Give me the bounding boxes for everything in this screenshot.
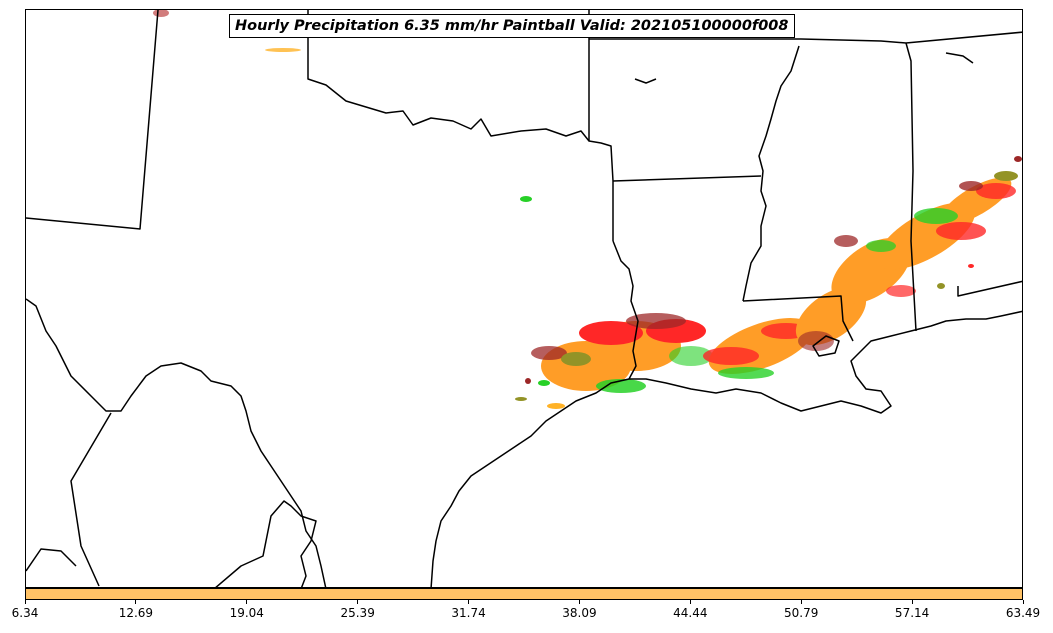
colorbar-tick	[135, 600, 137, 604]
state-boundaries	[26, 10, 1022, 587]
colorbar-tick-label: 6.34	[11, 606, 39, 620]
colorbar-tick-label: 12.69	[118, 606, 154, 620]
colorbar-tick-label: 50.79	[784, 606, 819, 620]
colorbar-tick	[689, 600, 691, 604]
colorbar-tick-label: 63.49	[1005, 606, 1041, 620]
colorbar-tick-label: 31.74	[451, 606, 486, 620]
map-canvas	[26, 10, 1022, 587]
colorbar-tick	[357, 600, 359, 604]
colorbar-tick	[1022, 600, 1024, 604]
map-panel	[25, 9, 1023, 588]
map-title: Hourly Precipitation 6.35 mm/hr Paintbal…	[229, 14, 795, 38]
colorbar-tick-label: 19.04	[229, 606, 264, 620]
colorbar-tick-label: 25.39	[340, 606, 375, 620]
colorbar-tick	[468, 600, 470, 604]
colorbar-tick	[246, 600, 248, 604]
colorbar-tick	[800, 600, 802, 604]
colorbar-tick-label: 57.14	[894, 606, 930, 620]
colorbar-tick	[24, 600, 26, 604]
colorbar-tick	[578, 600, 580, 604]
precipitation-layer	[153, 10, 1022, 409]
colorbar-tick-label: 44.44	[673, 606, 708, 620]
colorbar-tick-label: 38.09	[562, 606, 597, 620]
colorbar	[25, 588, 1023, 600]
colorbar-tick	[911, 600, 913, 604]
